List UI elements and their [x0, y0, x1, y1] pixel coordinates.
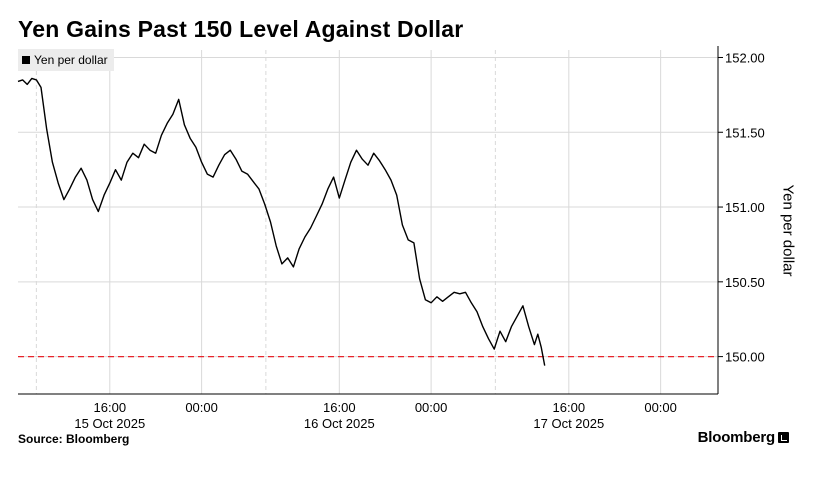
brand-logo: Bloomberg [698, 429, 789, 446]
legend-swatch [22, 56, 30, 64]
y-tick-label: 150.50 [725, 275, 765, 290]
y-tick-label: 150.00 [725, 350, 765, 365]
axes [18, 46, 723, 395]
y-axis-label: Yen per dollar [779, 184, 797, 277]
series-line-yen-per-dollar [17, 77, 546, 366]
legend: Yen per dollar [18, 49, 114, 71]
source-note: Source: Bloomberg [18, 432, 130, 446]
legend-label: Yen per dollar [34, 53, 108, 67]
x-tick-time-label: 00:00 [185, 400, 218, 415]
brand-name: Bloomberg [697, 429, 776, 446]
y-tick-label: 151.50 [725, 125, 765, 140]
x-tick-time-label: 16:00 [553, 400, 586, 415]
grid-lines [18, 50, 718, 394]
chart-title: Yen Gains Past 150 Level Against Dollar [18, 16, 464, 42]
x-tick-date-label: 16 Oct 2025 [304, 416, 375, 431]
x-tick-time-label: 16:00 [323, 400, 356, 415]
brand-chart-icon [778, 432, 789, 443]
x-tick-time-label: 00:00 [644, 400, 677, 415]
y-tick-label: 152.00 [725, 50, 765, 65]
x-tick-date-label: 17 Oct 2025 [533, 416, 604, 431]
x-tick-time-label: 16:00 [94, 400, 127, 415]
x-tick-date-label: 15 Oct 2025 [74, 416, 145, 431]
y-tick-label: 151.00 [725, 200, 765, 215]
series-group [17, 77, 546, 366]
x-tick-time-label: 00:00 [415, 400, 448, 415]
